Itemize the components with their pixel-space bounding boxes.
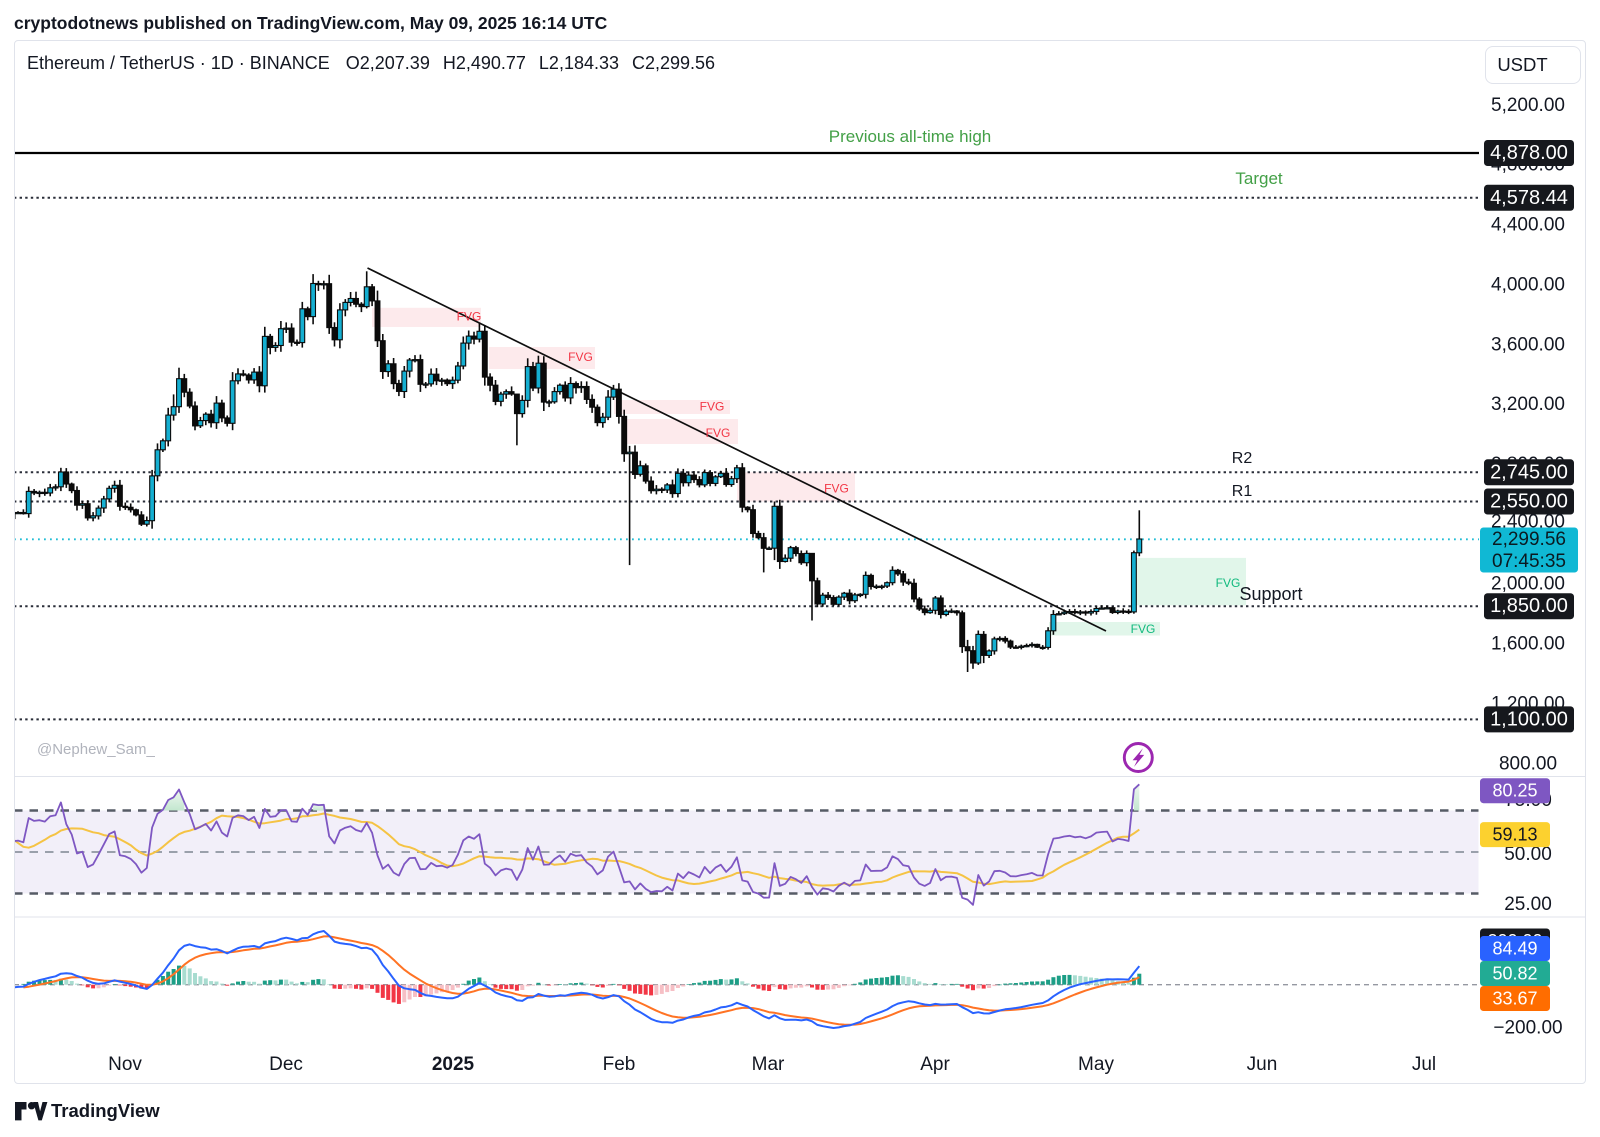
svg-text:4,400.00: 4,400.00 bbox=[1491, 215, 1565, 236]
svg-text:Jul: Jul bbox=[1412, 1054, 1436, 1075]
svg-text:Apr: Apr bbox=[920, 1054, 950, 1075]
svg-text:80.25: 80.25 bbox=[1492, 781, 1537, 801]
svg-text:May: May bbox=[1078, 1054, 1114, 1075]
svg-text:25.00: 25.00 bbox=[1504, 894, 1552, 915]
svg-text:FVG: FVG bbox=[700, 400, 725, 414]
svg-text:33.67: 33.67 bbox=[1492, 989, 1537, 1009]
svg-text:FVG: FVG bbox=[457, 310, 482, 324]
svg-text:Target: Target bbox=[1235, 169, 1283, 188]
svg-text:Jun: Jun bbox=[1247, 1054, 1278, 1075]
svg-text:59.13: 59.13 bbox=[1492, 825, 1537, 845]
svg-text:1,600.00: 1,600.00 bbox=[1491, 634, 1565, 655]
svg-text:FVG: FVG bbox=[824, 482, 849, 496]
svg-text:FVG: FVG bbox=[1216, 576, 1241, 590]
svg-text:800.00: 800.00 bbox=[1499, 753, 1557, 774]
svg-text:4,578.44: 4,578.44 bbox=[1490, 187, 1568, 209]
svg-text:1,850.00: 1,850.00 bbox=[1490, 595, 1568, 617]
svg-text:2,550.00: 2,550.00 bbox=[1490, 491, 1568, 513]
svg-text:2,000.00: 2,000.00 bbox=[1491, 574, 1565, 595]
svg-text:07:45:35: 07:45:35 bbox=[1492, 551, 1566, 572]
svg-text:Dec: Dec bbox=[269, 1054, 303, 1075]
svg-text:Nov: Nov bbox=[108, 1054, 142, 1075]
svg-text:2025: 2025 bbox=[432, 1054, 475, 1075]
svg-text:R2: R2 bbox=[1232, 450, 1253, 467]
svg-text:4,000.00: 4,000.00 bbox=[1491, 274, 1565, 295]
svg-text:2,745.00: 2,745.00 bbox=[1490, 461, 1568, 483]
svg-text:1,100.00: 1,100.00 bbox=[1490, 708, 1568, 730]
svg-text:@Nephew_Sam_: @Nephew_Sam_ bbox=[37, 741, 155, 758]
svg-text:4,878.00: 4,878.00 bbox=[1490, 142, 1568, 164]
svg-text:FVG: FVG bbox=[568, 350, 593, 364]
svg-text:Feb: Feb bbox=[603, 1054, 636, 1075]
svg-text:Previous all-time high: Previous all-time high bbox=[829, 127, 992, 146]
svg-text:2,299.56: 2,299.56 bbox=[1492, 529, 1566, 550]
svg-text:R1: R1 bbox=[1232, 483, 1253, 500]
svg-text:50.00: 50.00 bbox=[1504, 844, 1552, 865]
svg-text:Mar: Mar bbox=[752, 1054, 785, 1075]
svg-text:84.49: 84.49 bbox=[1492, 939, 1537, 959]
svg-text:Support: Support bbox=[1239, 584, 1302, 604]
svg-text:FVG: FVG bbox=[1131, 622, 1156, 636]
svg-text:50.82: 50.82 bbox=[1492, 964, 1537, 984]
svg-text:FVG: FVG bbox=[706, 426, 731, 440]
svg-text:2,400.00: 2,400.00 bbox=[1491, 512, 1565, 533]
svg-text:3,200.00: 3,200.00 bbox=[1491, 394, 1565, 415]
svg-text:3,600.00: 3,600.00 bbox=[1491, 334, 1565, 355]
svg-text:−200.00: −200.00 bbox=[1493, 1018, 1562, 1039]
svg-text:5,200.00: 5,200.00 bbox=[1491, 95, 1565, 116]
